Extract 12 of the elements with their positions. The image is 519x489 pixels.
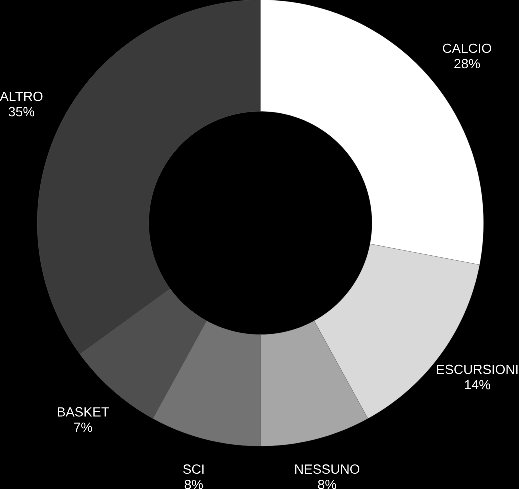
data-label: 7% [74, 422, 92, 432]
slice-label: SCI [183, 464, 204, 474]
slice-label: ALTRO [0, 92, 43, 102]
data-label: 8% [184, 480, 204, 489]
slice-label: BASKET [58, 407, 110, 417]
data-label: 14% [465, 380, 490, 390]
slice-label: NESSUNO [296, 464, 360, 474]
data-label: 28% [454, 58, 480, 68]
slice-label: ESCURSIONI [437, 364, 518, 374]
data-label: 35% [8, 107, 35, 116]
data-label: 8% [318, 480, 336, 489]
slice-label: CALCIO [443, 44, 492, 54]
